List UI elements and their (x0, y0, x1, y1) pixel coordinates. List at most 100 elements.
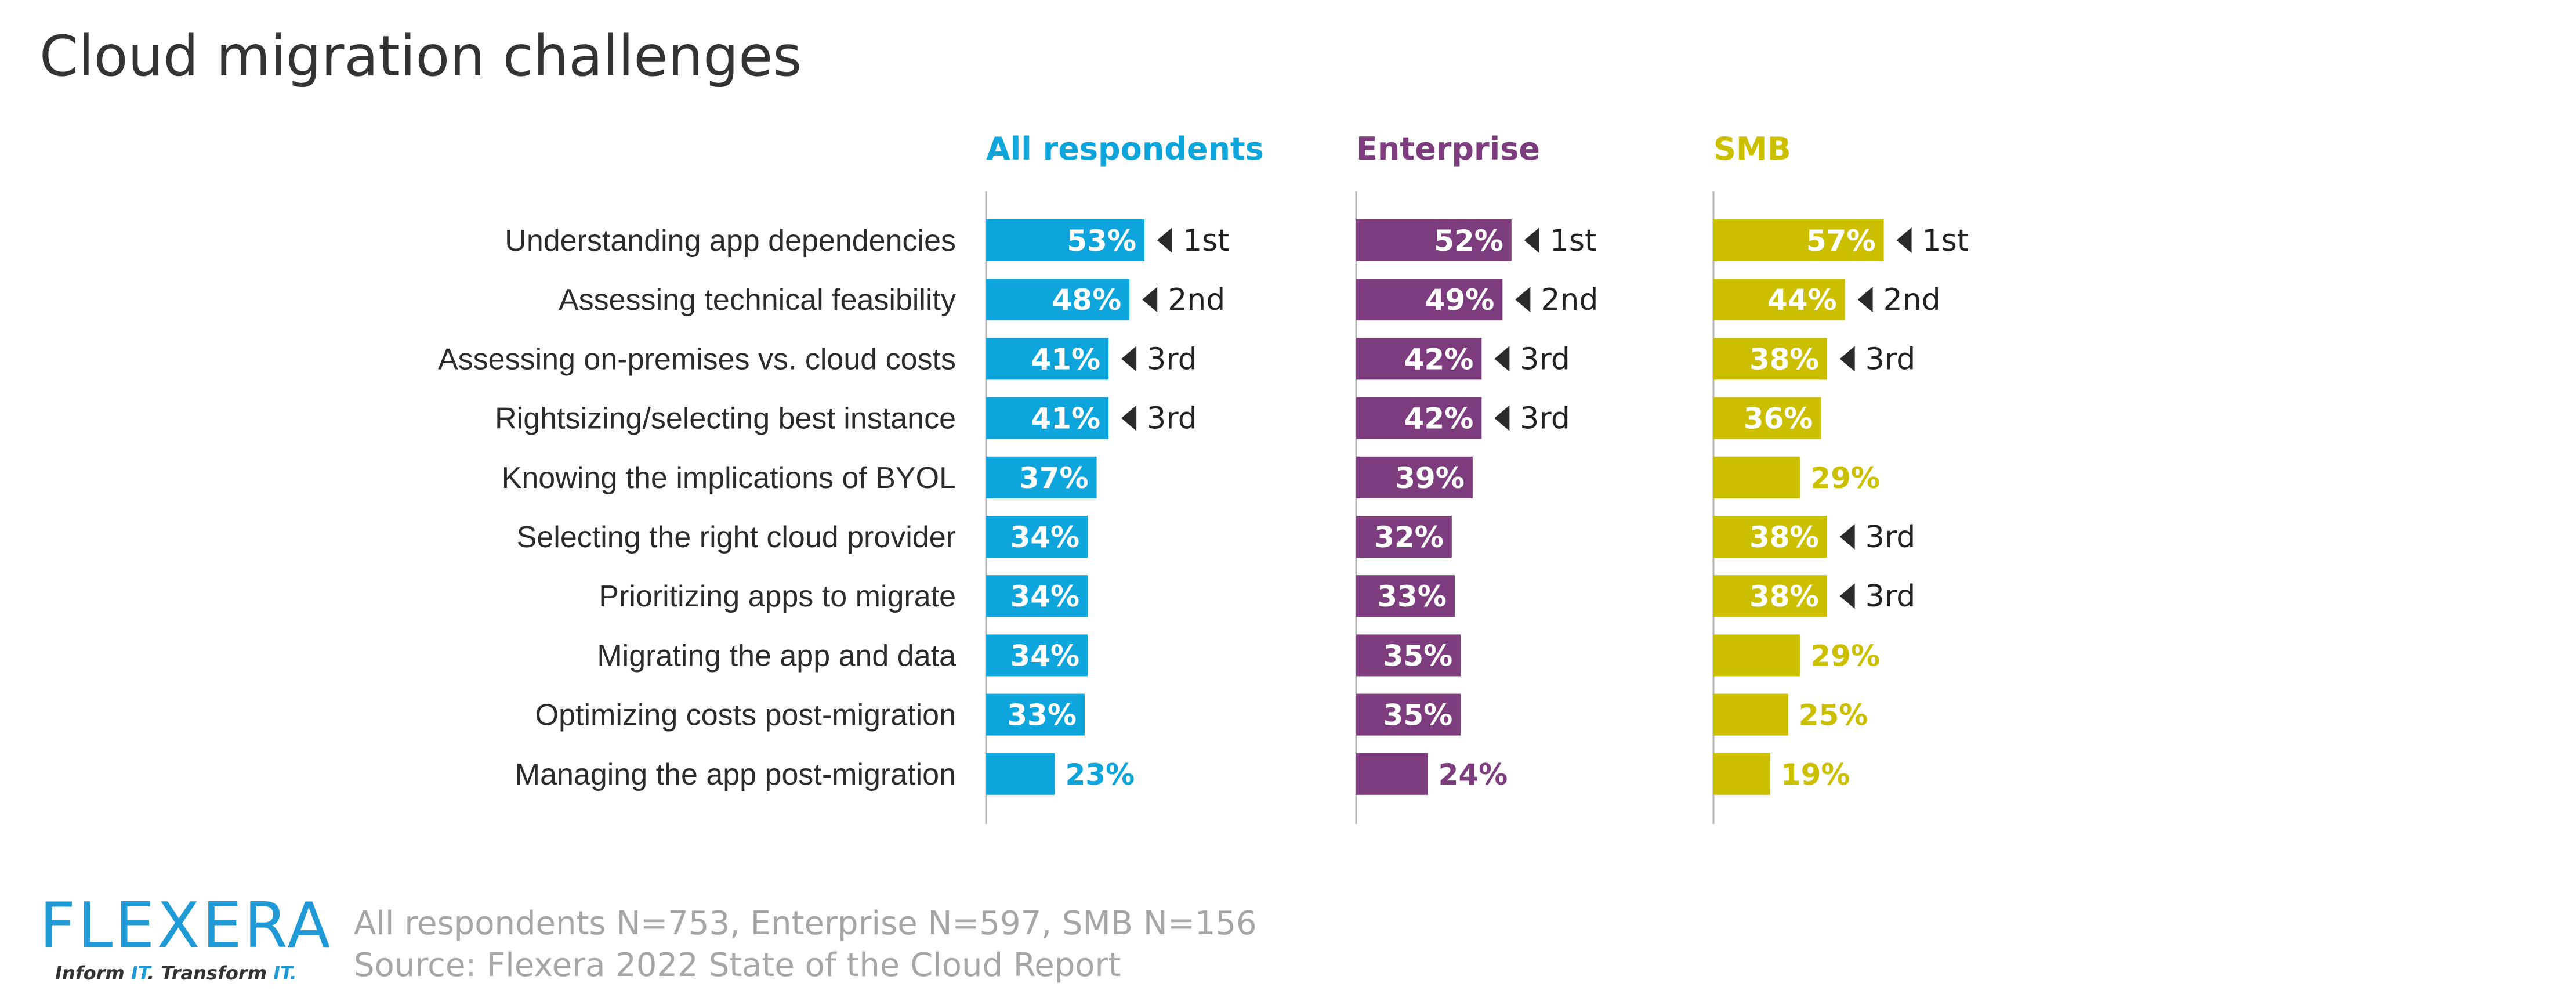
rank-arrow-icon (1839, 346, 1855, 372)
rank-arrow-icon (1857, 287, 1873, 313)
flexera-logo: FLEXERA Inform IT. Transform IT. (39, 890, 332, 984)
bar (1713, 456, 1800, 498)
data-label: 36% (1744, 402, 1813, 436)
category-label: Optimizing costs post-migration (535, 699, 956, 732)
rank-arrow-icon (1121, 405, 1137, 431)
bar (1356, 219, 1512, 261)
bar (1356, 279, 1503, 321)
bar (986, 634, 1088, 677)
sample-size-note: All respondents N=753, Enterprise N=597,… (354, 905, 1257, 942)
category-labels: Understanding app dependencies Assessing … (438, 224, 956, 791)
rank-arrow-icon (1121, 346, 1137, 372)
rank-label: 2nd (1883, 283, 1941, 317)
data-label: 34% (1010, 639, 1079, 673)
bar (986, 397, 1109, 439)
series-header: SMB (1713, 131, 1791, 167)
bar (1713, 397, 1821, 439)
category-label: Prioritizing apps to migrate (599, 580, 956, 613)
data-label: 42% (1404, 342, 1474, 376)
bar (1713, 516, 1827, 558)
bar (1356, 516, 1452, 558)
data-label: 35% (1383, 639, 1453, 673)
data-label: 32% (1374, 520, 1444, 554)
rank-label: 3rd (1520, 402, 1570, 436)
bar (986, 279, 1130, 321)
bar (1713, 279, 1845, 321)
data-label: 52% (1434, 224, 1503, 258)
rank-arrow-icon (1839, 583, 1855, 609)
category-label: Selecting the right cloud provider (517, 520, 956, 554)
data-label: 38% (1749, 580, 1819, 613)
bar (986, 456, 1097, 498)
bar (1356, 397, 1482, 439)
bar (1356, 753, 1428, 795)
logo-tagline: Inform IT. Transform IT. (55, 962, 297, 984)
category-label: Assessing on-premises vs. cloud costs (438, 342, 956, 376)
bar (1356, 456, 1473, 498)
rank-arrow-icon (1524, 227, 1539, 253)
rank-label: 3rd (1147, 402, 1197, 436)
bar (1713, 753, 1770, 795)
data-label: 41% (1031, 402, 1100, 436)
rank-label: 2nd (1168, 283, 1225, 317)
data-label: 19% (1781, 758, 1850, 791)
data-label: 25% (1799, 699, 1868, 732)
rank-label: 3rd (1147, 342, 1197, 377)
bar (1713, 219, 1884, 261)
rank-label: 3rd (1520, 342, 1570, 377)
footer: All respondents N=753, Enterprise N=597,… (354, 905, 1257, 984)
bar (1713, 634, 1800, 677)
category-label: Managing the app post-migration (515, 758, 956, 791)
logo-wordmark: FLEXERA (39, 890, 332, 962)
bar (986, 575, 1088, 617)
bar (1356, 634, 1461, 677)
category-label: Understanding app dependencies (505, 224, 956, 258)
series-header: All respondents (986, 131, 1264, 167)
bar (1713, 575, 1827, 617)
data-label: 23% (1065, 758, 1135, 791)
data-label: 34% (1010, 580, 1079, 613)
series-panel: Enterprise 52% 1st 49% 2nd 42% 3rd 42% 3rd 39% 32%… (1355, 131, 1598, 824)
data-label: 48% (1052, 283, 1122, 317)
data-label: 24% (1439, 758, 1508, 791)
data-label: 53% (1067, 224, 1136, 258)
rank-label: 1st (1550, 223, 1597, 258)
data-label: 35% (1383, 699, 1453, 732)
data-label: 42% (1404, 402, 1474, 436)
rank-arrow-icon (1494, 346, 1510, 372)
data-label: 41% (1031, 342, 1100, 376)
bar (986, 516, 1088, 558)
data-label: 29% (1810, 461, 1880, 495)
rank-arrow-icon (1157, 227, 1172, 253)
data-label: 38% (1749, 342, 1819, 376)
category-label: Assessing technical feasibility (559, 283, 956, 317)
data-label: 57% (1806, 224, 1876, 258)
rank-label: 3rd (1865, 520, 1916, 555)
data-label: 33% (1377, 580, 1447, 613)
bar (1356, 693, 1461, 736)
rank-label: 3rd (1865, 579, 1916, 614)
rank-arrow-icon (1142, 287, 1158, 313)
chart-panels: All respondents 53% 1st 48% 2nd 41% 3rd 41% 3rd 3… (985, 131, 1969, 824)
rank-label: 2nd (1541, 283, 1598, 317)
data-label: 33% (1007, 699, 1077, 732)
category-label: Knowing the implications of BYOL (502, 461, 956, 495)
chart-title: Cloud migration challenges (39, 24, 802, 89)
rank-label: 1st (1922, 223, 1969, 258)
data-label: 34% (1010, 520, 1079, 554)
bar (986, 753, 1055, 795)
rank-arrow-icon (1515, 287, 1531, 313)
bar (1713, 693, 1788, 736)
rank-arrow-icon (1494, 405, 1510, 431)
bar (986, 693, 1085, 736)
category-label: Rightsizing/selecting best instance (495, 402, 956, 436)
data-label: 44% (1767, 283, 1837, 317)
rank-label: 1st (1183, 223, 1230, 258)
data-label: 29% (1810, 639, 1880, 673)
source-note: Source: Flexera 2022 State of the Cloud … (354, 946, 1121, 984)
series-header: Enterprise (1356, 131, 1540, 167)
bar (1713, 338, 1827, 380)
rank-label: 3rd (1865, 342, 1916, 377)
bar (986, 338, 1109, 380)
